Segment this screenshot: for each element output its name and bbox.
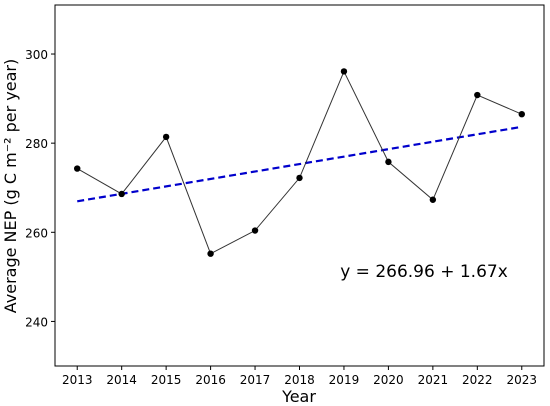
- y-axis: 240 260 280 300: [25, 48, 55, 329]
- data-point-2021: [429, 196, 437, 203]
- data-point-2023: [518, 110, 525, 118]
- y-axis-title: Average NEP (g C m⁻² per year): [1, 59, 20, 313]
- y-tick-label-280: 280: [25, 137, 48, 151]
- series-group: [74, 68, 525, 257]
- data-point-2015: [162, 133, 170, 141]
- data-point-2017: [251, 227, 259, 234]
- x-tick-label-2013: 2013: [62, 373, 93, 387]
- y-tick-label-260: 260: [25, 226, 48, 240]
- data-point-2014: [118, 190, 125, 198]
- data-point-2020: [385, 158, 392, 166]
- x-tick-label-2014: 2014: [106, 373, 137, 387]
- data-point-2016: [207, 250, 214, 257]
- x-tick-label-2020: 2020: [373, 373, 404, 387]
- data-point-2013: [74, 165, 81, 172]
- x-axis: 2013 2014 2015 2016 2017 2018 2019 2020 2021 2022…: [62, 366, 537, 387]
- data-point-2018: [296, 174, 303, 182]
- x-axis-title: Year: [281, 387, 316, 406]
- trend-line-group: [77, 125, 522, 203]
- x-tick-label-2016: 2016: [195, 373, 226, 387]
- y-tick-label-300: 300: [25, 48, 48, 62]
- plot-area: [54, 4, 545, 367]
- x-tick-label-2021: 2021: [418, 373, 449, 387]
- y-tick-label-240: 240: [25, 315, 48, 329]
- x-tick-label-2017: 2017: [240, 373, 271, 387]
- x-tick-label-2023: 2023: [506, 373, 537, 387]
- data-point-2022: [474, 91, 481, 99]
- data-point-2019: [340, 68, 348, 75]
- x-tick-label-2022: 2022: [462, 373, 493, 387]
- trend-line: [77, 125, 522, 203]
- x-tick-label-2018: 2018: [284, 373, 315, 387]
- x-tick-label-2019: 2019: [329, 373, 360, 387]
- equation-annotation: y = 266.96 + 1.67x: [340, 262, 508, 282]
- x-tick-label-2015: 2015: [151, 373, 182, 387]
